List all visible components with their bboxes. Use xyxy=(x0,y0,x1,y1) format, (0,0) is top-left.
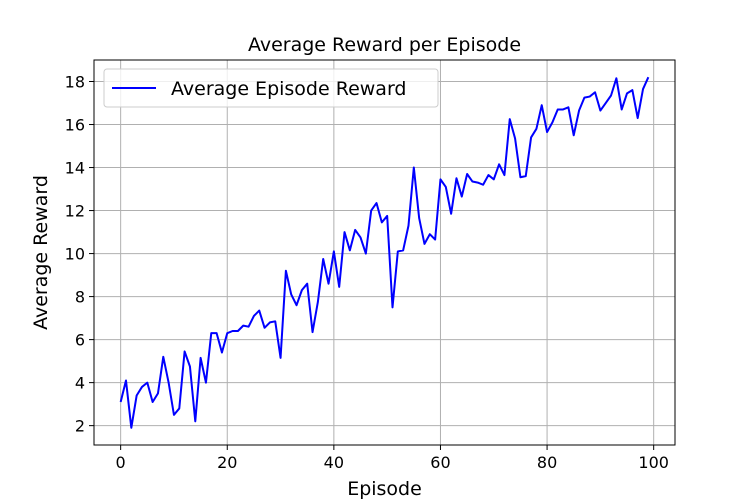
y-tick-label: 14 xyxy=(65,159,85,178)
series-line xyxy=(119,76,650,429)
y-tick-label: 4 xyxy=(75,374,85,393)
x-axis-label: Episode xyxy=(347,478,422,500)
y-tick-label: 16 xyxy=(65,116,85,135)
legend-label: Average Episode Reward xyxy=(171,78,406,100)
plot-frame xyxy=(93,59,676,446)
y-axis-ticks: 2 4 6 8 10 12 14 16 18 xyxy=(65,73,94,436)
y-tick-label: 6 xyxy=(75,331,85,350)
x-tick-label: 80 xyxy=(537,453,557,472)
chart-title: Average Reward per Episode xyxy=(248,34,521,56)
y-axis-label: Average Reward xyxy=(30,175,52,330)
x-tick-label: 0 xyxy=(116,453,126,472)
x-tick-label: 20 xyxy=(217,453,237,472)
series-layer xyxy=(119,76,650,429)
y-tick-label: 12 xyxy=(65,202,85,221)
y-tick-label: 2 xyxy=(75,417,85,436)
x-tick-label: 60 xyxy=(430,453,450,472)
y-tick-label: 10 xyxy=(65,245,85,264)
x-tick-label: 40 xyxy=(324,453,344,472)
x-tick-label: 100 xyxy=(638,453,669,472)
x-axis-ticks: 0 20 40 60 80 100 xyxy=(116,445,669,472)
legend-box xyxy=(103,68,439,108)
y-tick-label: 8 xyxy=(75,288,85,307)
y-tick-label: 18 xyxy=(65,73,85,92)
legend: Average Episode Reward xyxy=(103,68,439,108)
